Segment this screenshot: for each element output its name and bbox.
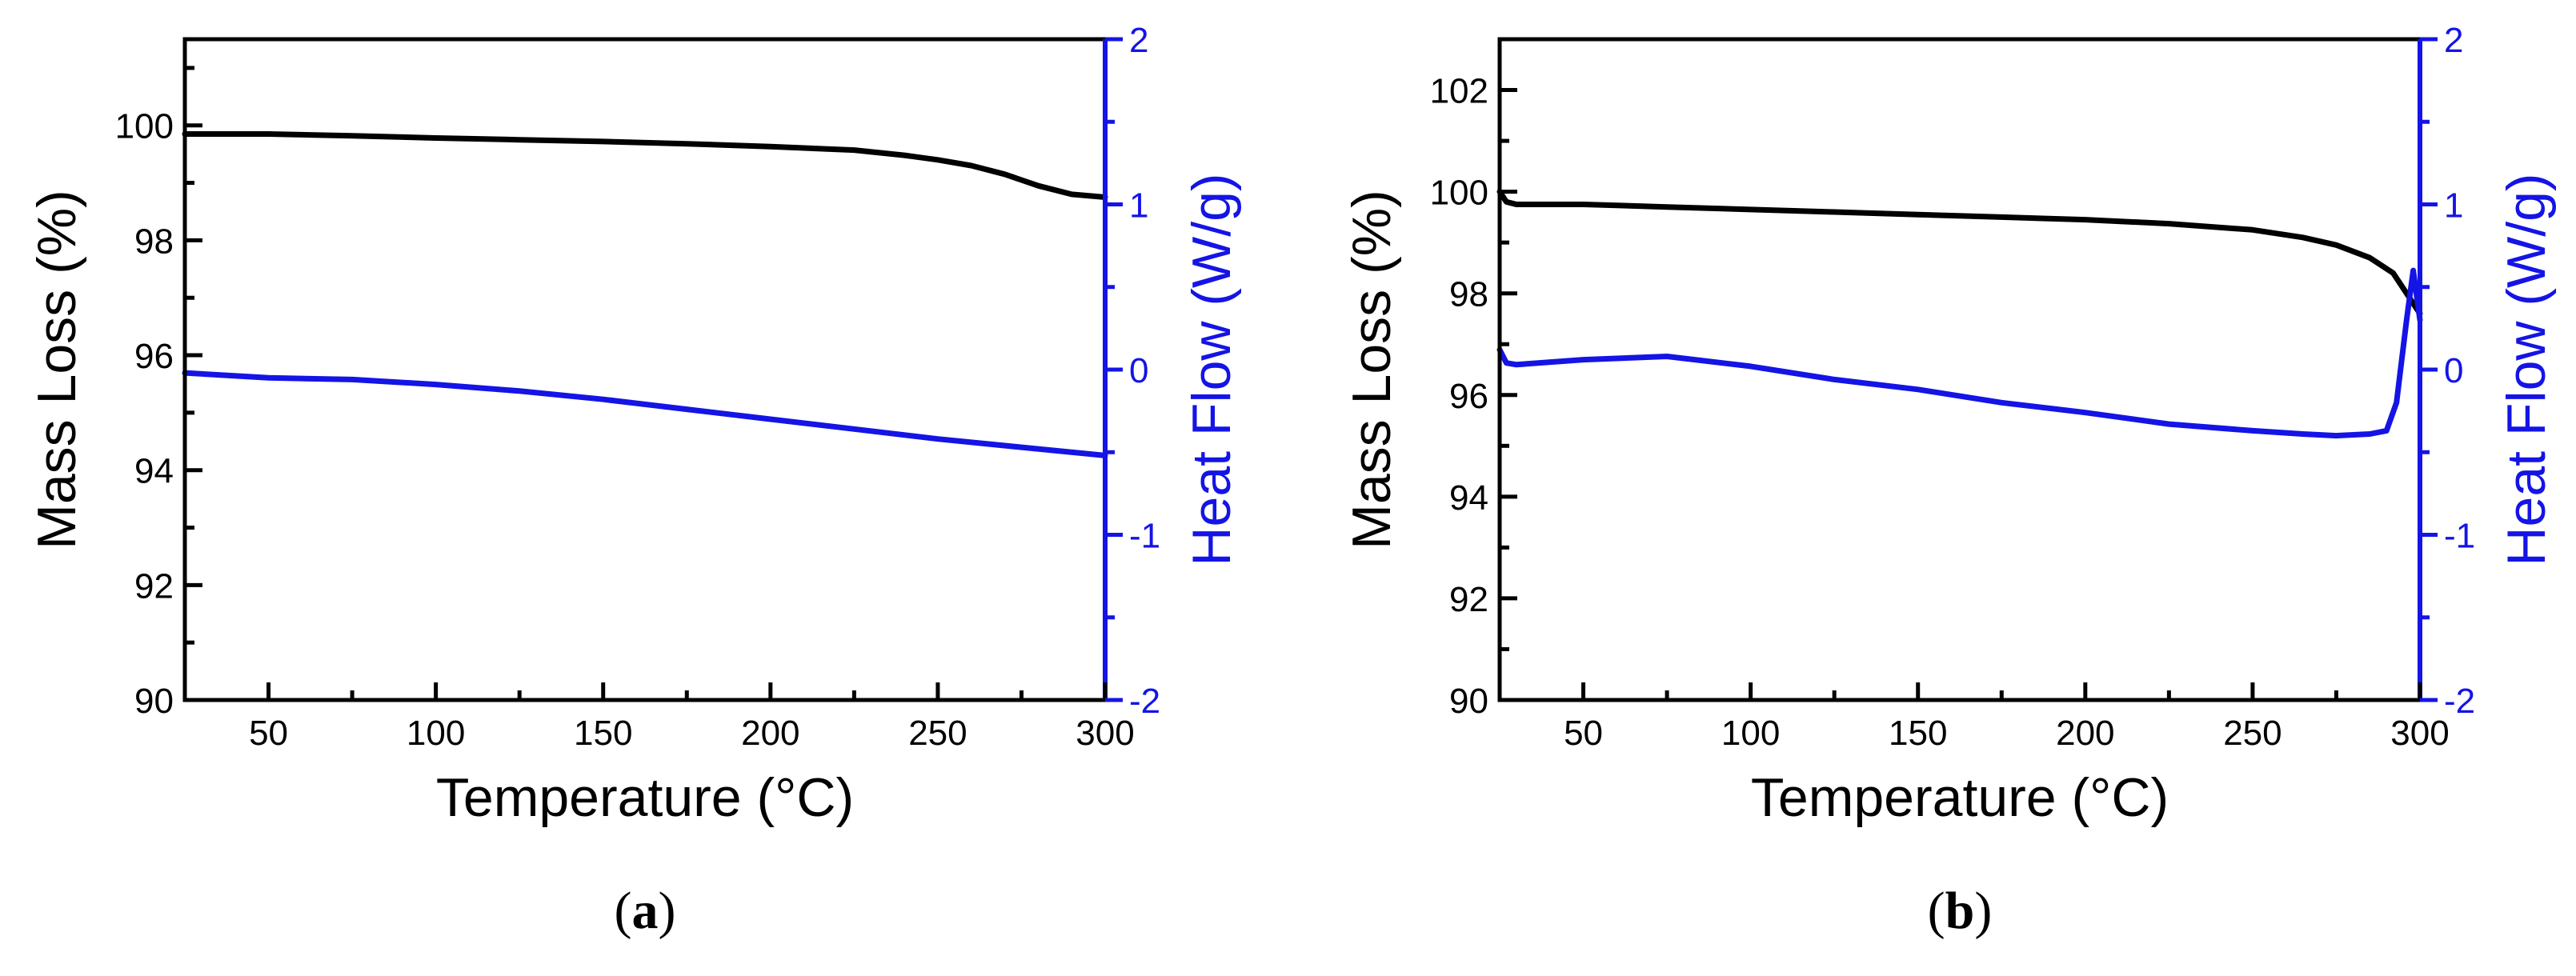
y-axis-title: Mass Loss (%) bbox=[26, 190, 87, 550]
y-tick-label: 92 bbox=[1449, 580, 1488, 619]
y-tick-label: 92 bbox=[134, 566, 174, 606]
x-tick-label: 50 bbox=[1564, 714, 1603, 753]
tick-layer: 50 100 150 200 250 300 90 92 94 96 98 100 -2 -1 0 1 2 bbox=[115, 21, 1161, 753]
panel-label: (a) bbox=[615, 882, 676, 940]
series-layer bbox=[182, 131, 1108, 458]
y2-tick-label: -2 bbox=[2444, 682, 2475, 721]
svg-text:(a): (a) bbox=[615, 882, 676, 940]
y-tick-label: 94 bbox=[1449, 478, 1488, 518]
y-tick-label: 90 bbox=[1449, 682, 1488, 721]
y2-tick-label: 2 bbox=[1129, 21, 1148, 60]
panel-letter: b bbox=[1945, 882, 1975, 940]
y-tick-label: 96 bbox=[134, 337, 174, 376]
y2-tick-label: 0 bbox=[1129, 351, 1148, 390]
y-tick-label: 94 bbox=[134, 452, 174, 491]
y2-tick-label: -1 bbox=[1129, 517, 1160, 556]
y2-tick-label: 1 bbox=[1129, 186, 1148, 226]
tick-layer: 50 100 150 200 250 300 90 92 94 96 98 100 102 -2 -1 0 1 2 bbox=[1430, 21, 2476, 753]
y2-tick-label: 0 bbox=[2444, 351, 2463, 390]
x-axis-title: Temperature (°C) bbox=[436, 767, 854, 828]
series-line-mass-loss bbox=[182, 131, 1108, 200]
x-tick-label: 250 bbox=[908, 714, 967, 753]
y-tick-label: 90 bbox=[134, 682, 174, 721]
series-layer bbox=[1496, 189, 2423, 439]
x-tick-label: 250 bbox=[2223, 714, 2282, 753]
panel-a: 50 100 150 200 250 300 90 92 94 96 98 100 -2 -1 0 1 2 Te… bbox=[26, 21, 1242, 940]
x-axis-title: Temperature (°C) bbox=[1751, 767, 2169, 828]
panel-label: (b) bbox=[1928, 882, 1993, 940]
y-tick-label: 102 bbox=[1430, 72, 1488, 111]
y-tick-label: 98 bbox=[134, 222, 174, 261]
svg-text:(b): (b) bbox=[1928, 882, 1993, 940]
x-tick-label: 50 bbox=[249, 714, 288, 753]
y2-tick-label: -1 bbox=[2444, 517, 2475, 556]
x-tick-label: 200 bbox=[2056, 714, 2114, 753]
plot-frame bbox=[182, 37, 1108, 702]
series-line-heat-flow bbox=[182, 370, 1108, 458]
panel-letter: a bbox=[632, 882, 659, 940]
plot-frame bbox=[1497, 37, 2422, 702]
x-tick-label: 200 bbox=[741, 714, 799, 753]
x-tick-label: 100 bbox=[407, 714, 465, 753]
y2-tick-label: 1 bbox=[2444, 186, 2463, 226]
y2-tick-label: 2 bbox=[2444, 21, 2463, 60]
x-tick-label: 150 bbox=[574, 714, 632, 753]
y-tick-label: 100 bbox=[1430, 174, 1488, 213]
y2-tick-label: -2 bbox=[1129, 682, 1160, 721]
y-tick-label: 100 bbox=[115, 107, 174, 146]
series-line-mass-loss bbox=[1496, 189, 2423, 317]
x-tick-label: 300 bbox=[1076, 714, 1134, 753]
panel-b: 50 100 150 200 250 300 90 92 94 96 98 100 102 -2 -1 0 1 2… bbox=[1341, 21, 2557, 940]
y-axis-title: Mass Loss (%) bbox=[1341, 190, 1402, 550]
y-tick-label: 98 bbox=[1449, 275, 1488, 314]
y-tick-label: 96 bbox=[1449, 377, 1488, 416]
series-line-heat-flow bbox=[1496, 267, 2423, 439]
y2-axis-title: Heat Flow (W/g) bbox=[2496, 173, 2557, 566]
x-tick-label: 100 bbox=[1721, 714, 1780, 753]
x-tick-label: 150 bbox=[1889, 714, 1947, 753]
y2-axis-title: Heat Flow (W/g) bbox=[1181, 173, 1242, 566]
x-tick-label: 300 bbox=[2390, 714, 2449, 753]
